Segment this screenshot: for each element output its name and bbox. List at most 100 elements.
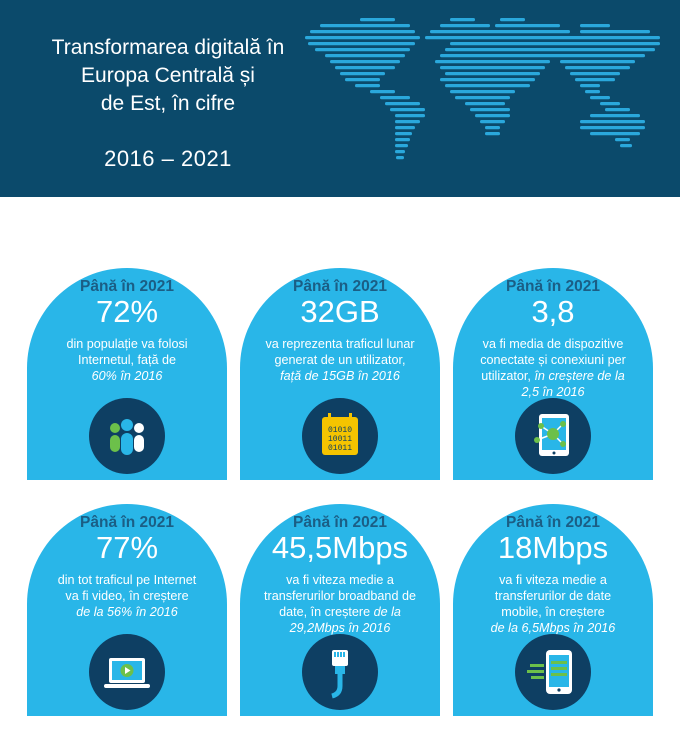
map-stripe bbox=[385, 102, 420, 106]
stat-card-internet-users: Până în 2021 72% din populație va folosi… bbox=[27, 268, 227, 480]
card-description: va fi viteza medie a transferurilor de d… bbox=[490, 573, 616, 635]
title-line-2: Europa Centrală și bbox=[81, 64, 255, 87]
stat-card-devices: Până în 2021 3,8 va fi media de dispozit… bbox=[453, 268, 653, 480]
map-stripe bbox=[485, 126, 500, 130]
map-stripe bbox=[570, 72, 620, 76]
map-stripe bbox=[600, 102, 620, 106]
map-stripe bbox=[605, 108, 630, 112]
stat-card-monthly-traffic: Până în 2021 32GB va reprezenta traficul… bbox=[240, 268, 440, 480]
svg-text:01011: 01011 bbox=[328, 444, 352, 453]
map-stripe bbox=[590, 132, 640, 136]
map-stripe bbox=[575, 78, 615, 82]
card-value: 32GB bbox=[300, 294, 380, 329]
map-stripe bbox=[395, 150, 405, 154]
map-stripe bbox=[485, 132, 500, 136]
map-stripe bbox=[590, 114, 640, 118]
stat-card-video-traffic: Până în 2021 77% din tot traficul pe Int… bbox=[27, 504, 227, 716]
map-stripe bbox=[395, 132, 412, 136]
world-map-icon bbox=[305, 18, 660, 160]
card-lead: Până în 2021 bbox=[80, 514, 174, 531]
header-banner: Transformarea digitală în Europa Central… bbox=[0, 0, 680, 197]
svg-text:10011: 10011 bbox=[328, 435, 352, 444]
map-stripe bbox=[390, 108, 425, 112]
ethernet-cable-icon bbox=[302, 634, 378, 710]
map-stripe bbox=[395, 144, 408, 148]
map-stripe bbox=[580, 84, 600, 88]
map-stripe bbox=[395, 114, 425, 118]
map-stripe bbox=[396, 156, 404, 160]
map-stripe bbox=[340, 72, 385, 76]
map-stripe bbox=[450, 42, 660, 46]
map-stripe bbox=[345, 78, 380, 82]
card-value: 72% bbox=[95, 294, 159, 329]
map-stripe bbox=[565, 66, 630, 70]
card-lead: Până în 2021 bbox=[506, 278, 600, 295]
map-stripe bbox=[585, 90, 600, 94]
map-stripe bbox=[620, 144, 632, 148]
map-stripe bbox=[435, 60, 550, 64]
map-stripe bbox=[355, 84, 380, 88]
map-stripe bbox=[455, 96, 510, 100]
map-stripe bbox=[615, 138, 630, 142]
map-stripe bbox=[440, 66, 545, 70]
map-stripe bbox=[580, 120, 645, 124]
tablet-network-icon bbox=[515, 398, 591, 474]
card-value: 18Mbps bbox=[497, 530, 609, 565]
map-stripe bbox=[305, 36, 420, 40]
map-stripe bbox=[395, 120, 420, 124]
map-stripe bbox=[320, 24, 410, 28]
map-stripe bbox=[380, 96, 410, 100]
map-stripe bbox=[308, 42, 415, 46]
map-stripe bbox=[580, 30, 650, 34]
card-lead: Până în 2021 bbox=[293, 278, 387, 295]
map-stripe bbox=[465, 102, 505, 106]
laptop-video-icon bbox=[89, 634, 165, 710]
card-description: din tot traficul pe Internet va fi video… bbox=[57, 573, 197, 619]
card-description: va fi media de dispozitive conectate și … bbox=[480, 337, 626, 399]
map-stripe bbox=[450, 18, 475, 22]
title-line-3: de Est, în cifre bbox=[100, 92, 236, 115]
map-stripe bbox=[445, 48, 655, 52]
smartphone-speed-icon bbox=[515, 634, 591, 710]
map-stripe bbox=[425, 36, 660, 40]
map-stripe bbox=[440, 24, 490, 28]
map-stripe bbox=[445, 72, 540, 76]
map-stripe bbox=[495, 24, 560, 28]
map-stripe bbox=[370, 90, 395, 94]
card-lead: Până în 2021 bbox=[80, 278, 174, 295]
page-title: Transformarea digitală în Europa Central… bbox=[18, 34, 318, 118]
map-stripe bbox=[310, 30, 415, 34]
card-lead: Până în 2021 bbox=[293, 514, 387, 531]
map-stripe bbox=[480, 120, 505, 124]
year-range: 2016 – 2021 bbox=[104, 146, 232, 171]
card-description: va fi viteza medie a transferurilor broa… bbox=[264, 573, 416, 635]
map-stripe bbox=[360, 18, 395, 22]
map-stripe bbox=[325, 54, 405, 58]
svg-text:01010: 01010 bbox=[328, 426, 352, 435]
map-stripe bbox=[475, 114, 510, 118]
map-stripe bbox=[450, 90, 515, 94]
card-value: 3,8 bbox=[531, 294, 575, 329]
stat-card-mobile-speed: Până în 2021 18Mbps va fi viteza medie a… bbox=[453, 504, 653, 716]
people-icon bbox=[89, 398, 165, 474]
card-description: din populație va folosi Internetul, față… bbox=[66, 337, 188, 383]
card-lead: Până în 2021 bbox=[506, 514, 600, 531]
map-stripe bbox=[580, 24, 610, 28]
card-description: va reprezenta traficul lunar generat de … bbox=[265, 337, 415, 383]
card-value: 77% bbox=[95, 530, 159, 565]
map-stripe bbox=[315, 48, 410, 52]
map-stripe bbox=[580, 126, 645, 130]
map-stripe bbox=[395, 126, 415, 130]
map-stripe bbox=[560, 60, 635, 64]
map-stripe bbox=[445, 84, 530, 88]
map-stripe bbox=[430, 30, 570, 34]
card-value: 45,5Mbps bbox=[271, 530, 409, 565]
stat-card-broadband-speed: Până în 2021 45,5Mbps va fi viteza medie… bbox=[240, 504, 440, 716]
map-stripe bbox=[335, 66, 395, 70]
map-stripe bbox=[500, 18, 525, 22]
map-stripe bbox=[440, 54, 645, 58]
map-stripe bbox=[590, 96, 610, 100]
map-stripe bbox=[395, 138, 410, 142]
map-stripe bbox=[440, 78, 535, 82]
map-stripe bbox=[470, 108, 510, 112]
